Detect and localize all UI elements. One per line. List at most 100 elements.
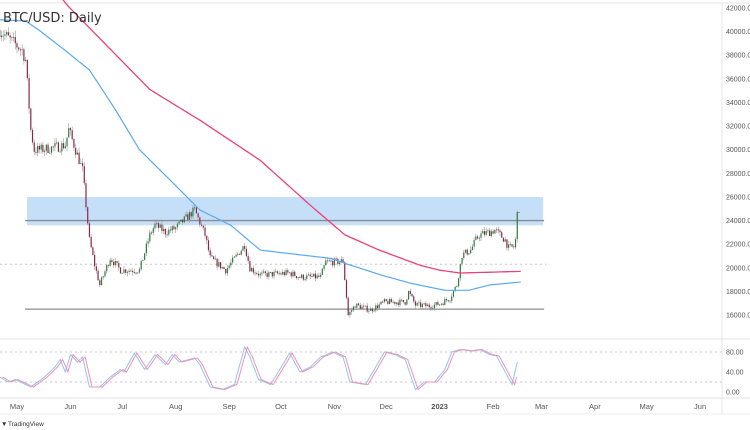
candle-body	[337, 258, 339, 265]
time-tick-label: Jul	[117, 402, 127, 411]
candle-body	[223, 267, 225, 269]
candle-body	[256, 273, 258, 274]
candle-body	[233, 256, 235, 258]
candle-body	[54, 143, 56, 147]
candle-body	[309, 274, 311, 277]
candle-body	[249, 261, 251, 272]
candle-body	[368, 310, 370, 312]
candle-body	[383, 299, 386, 302]
candle-body	[64, 146, 66, 149]
candle-body	[332, 260, 334, 266]
oscillator-axis: 80.00 40.00 0.00	[726, 350, 744, 397]
candle-body	[482, 231, 484, 234]
candle-body	[213, 256, 215, 260]
candle-body	[413, 296, 415, 302]
candle-body	[458, 278, 460, 287]
osc-tick-label: 40.00	[726, 370, 744, 377]
candle-body	[320, 274, 322, 277]
candle-body	[492, 231, 494, 234]
candle-body	[202, 225, 204, 228]
candle-body	[354, 306, 356, 308]
candle-body	[307, 274, 310, 276]
candle-body	[76, 152, 78, 155]
candle-body	[513, 246, 515, 248]
candle-body	[85, 183, 87, 208]
candle-body	[373, 310, 375, 312]
candle-body	[25, 59, 27, 61]
candle-body	[359, 305, 361, 309]
candle-body	[99, 280, 101, 285]
candle-body	[242, 246, 244, 251]
time-tick-label: May	[640, 402, 654, 411]
candle-body	[216, 258, 218, 267]
candle-body	[490, 231, 492, 236]
candle-body	[169, 229, 172, 231]
tradingview-logo: ▼ TradingView	[1, 421, 44, 428]
candle-body	[50, 146, 53, 153]
price-tick-label: 38000.00	[726, 53, 750, 60]
candle-body	[62, 143, 65, 149]
candle-body	[407, 291, 410, 300]
candle-body	[266, 273, 268, 277]
candle-body	[338, 262, 341, 265]
candle-body	[290, 272, 292, 277]
osc-tick-label: 0.00	[726, 390, 740, 397]
candle-body	[121, 272, 123, 274]
candle-body	[232, 257, 234, 263]
candle-body	[68, 128, 70, 138]
candle-body	[245, 248, 248, 257]
candle-body	[218, 262, 220, 267]
candle-body	[59, 151, 61, 153]
candle-body	[182, 219, 184, 223]
candle-body	[497, 229, 499, 231]
candle-body	[380, 301, 382, 305]
candle-body	[366, 305, 368, 312]
candle-body	[173, 226, 175, 230]
sma-100-line	[0, 19, 521, 291]
candle-body	[123, 269, 125, 273]
price-axis[interactable]: 42000.00 40000.00 38000.00 36000.00 34000.00…	[726, 6, 750, 320]
candle-body	[356, 303, 358, 308]
candle-body	[78, 152, 80, 164]
candle-body	[131, 270, 134, 273]
candle-body	[83, 166, 85, 184]
candle-body	[221, 267, 223, 269]
candle-body	[385, 299, 387, 302]
candle-body	[459, 263, 461, 279]
time-tick-label: 2023	[431, 402, 448, 411]
candle-body	[247, 256, 249, 262]
candle-body	[261, 272, 263, 274]
candle-body	[175, 227, 177, 230]
candle-body	[516, 211, 518, 240]
candle-body	[195, 207, 197, 214]
candle-body	[252, 268, 254, 273]
candle-body	[495, 229, 498, 231]
time-tick-label: Jun	[694, 402, 706, 411]
candle-body	[433, 304, 436, 309]
candle-body	[176, 223, 179, 228]
candle-body	[30, 108, 32, 130]
candle-body	[349, 311, 351, 316]
candle-body	[395, 302, 398, 304]
candle-body	[226, 268, 229, 274]
candle-body	[313, 273, 315, 277]
candle-body	[442, 303, 444, 305]
candle-body	[426, 304, 429, 307]
candle-body	[80, 163, 82, 164]
candle-body	[156, 222, 158, 224]
time-axis[interactable]: May Jun Jul Aug Sep Oct Nov Dec 2023 Feb Mar Apr May…	[10, 402, 706, 411]
candle-body	[207, 240, 210, 251]
candle-body	[18, 47, 20, 50]
candle-body	[430, 307, 432, 309]
candle-body	[461, 258, 463, 264]
candle-body	[402, 300, 404, 303]
candle-body	[37, 145, 39, 153]
candle-body	[194, 207, 196, 209]
candle-body	[61, 143, 63, 152]
candle-body	[219, 262, 222, 269]
candle-body	[444, 299, 446, 305]
time-tick-label: Sep	[222, 402, 235, 411]
candle-body	[437, 302, 439, 306]
candle-body	[144, 253, 146, 260]
